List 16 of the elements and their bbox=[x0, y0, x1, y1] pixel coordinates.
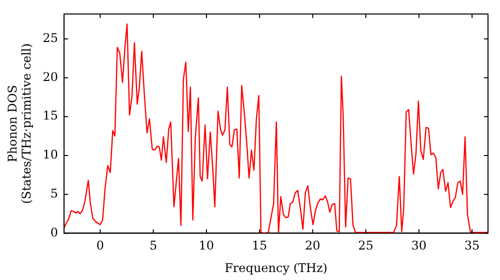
x-tick-label: 15 bbox=[252, 238, 268, 253]
x-tick-label: 35 bbox=[464, 238, 480, 253]
x-axis-title: Frequency (THz) bbox=[224, 260, 328, 275]
x-tick-label: 5 bbox=[150, 238, 158, 253]
x-tick-label: 0 bbox=[96, 238, 104, 253]
x-tick-label: 25 bbox=[358, 238, 374, 253]
y-axis-title: Phonon DOS (States/THz·primitive cell) bbox=[5, 43, 34, 204]
y-tick-label: 25 bbox=[42, 31, 58, 45]
y-tick-label: 0 bbox=[50, 225, 58, 240]
y-tick-label: 15 bbox=[42, 108, 58, 123]
x-tick-label: 20 bbox=[305, 238, 320, 253]
x-tick-label: 30 bbox=[411, 238, 427, 253]
x-tick-label: 10 bbox=[198, 238, 214, 253]
y-tick-label: 20 bbox=[42, 70, 58, 84]
y-tick-label: 10 bbox=[42, 148, 58, 162]
y-tick-label: 5 bbox=[50, 186, 58, 200]
